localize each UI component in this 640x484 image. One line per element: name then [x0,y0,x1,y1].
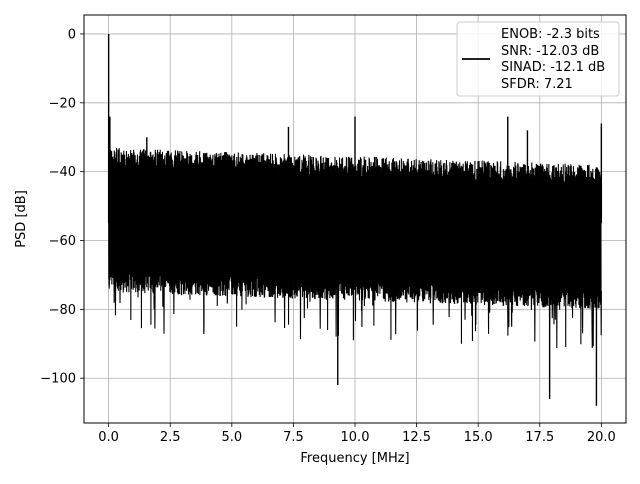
y-tick-label: −20 [49,96,76,111]
x-tick-label: 10.0 [341,430,370,445]
legend: ENOB: -2.3 bits SNR: -12.03 dB SINAD: -1… [457,22,619,96]
legend-sfdr: SFDR: 7.21 [501,77,573,92]
legend-enob: ENOB: -2.3 bits [501,27,600,42]
x-tick-label: 5.0 [221,430,242,445]
y-tick-label: −40 [49,165,76,180]
x-tick-label: 7.5 [283,430,304,445]
x-tick-label: 17.5 [525,430,554,445]
y-axis-label: PSD [dB] [14,190,29,248]
y-tick-label: −60 [49,234,76,249]
x-tick-label: 15.0 [464,430,493,445]
y-tick-label: 0 [68,27,76,42]
x-tick-label: 0.0 [98,430,119,445]
x-tick-label: 20.0 [587,430,616,445]
legend-sinad: SINAD: -12.1 dB [501,60,605,75]
y-tick-label: −80 [49,303,76,318]
x-axis-label: Frequency [MHz] [300,451,409,466]
x-tick-label: 2.5 [160,430,181,445]
legend-snr: SNR: -12.03 dB [501,44,599,59]
x-tick-label: 12.5 [402,430,431,445]
y-tick-label: −100 [40,372,76,387]
